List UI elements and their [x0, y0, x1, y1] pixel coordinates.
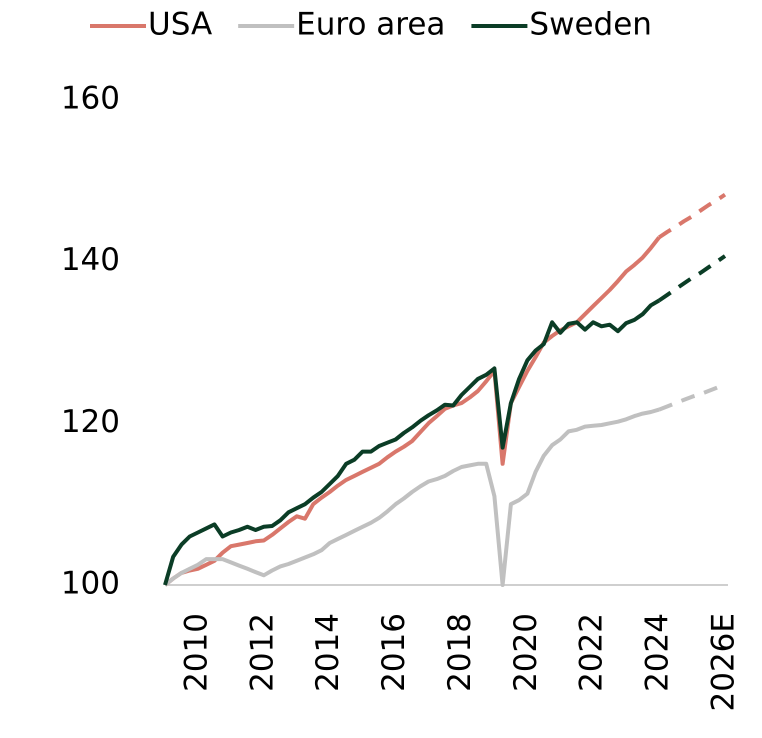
x-tick-label: 2026E [706, 613, 742, 711]
x-tick-label: 2018 [442, 613, 478, 692]
y-tick-label: 100 [61, 566, 120, 602]
x-tick-label: 2022 [574, 613, 610, 692]
series-line [163, 298, 661, 586]
forecast-line [657, 254, 727, 303]
y-tick-label: 120 [61, 404, 120, 440]
forecast-line [658, 382, 726, 412]
x-tick-label: 2010 [178, 613, 214, 692]
x-tick-label: 2014 [310, 613, 346, 692]
x-tick-label: 2012 [244, 613, 280, 692]
legend-label: Sweden [529, 7, 652, 43]
x-tick-label: 2024 [640, 613, 676, 692]
legend-label: Euro area [296, 7, 445, 43]
series-line [163, 407, 660, 587]
series-line [163, 236, 661, 587]
y-tick-label: 140 [61, 242, 120, 278]
x-tick-label: 2020 [508, 613, 544, 692]
legend-label: USA [148, 7, 212, 43]
forecast-line [657, 192, 727, 240]
x-tick-label: 2016 [376, 613, 412, 692]
y-tick-label: 160 [61, 81, 120, 117]
